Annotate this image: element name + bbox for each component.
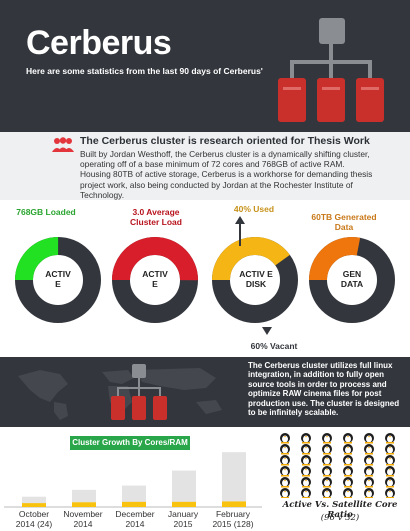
penguin-icon — [385, 488, 395, 498]
page-title: Cerberus — [26, 24, 172, 62]
donut-fill — [212, 237, 298, 323]
bar-total — [122, 485, 146, 507]
donut-center — [333, 261, 371, 299]
penguin-icon — [322, 477, 332, 488]
bar-total — [172, 470, 196, 507]
arrow-down-icon — [262, 327, 272, 335]
penguin-icon — [385, 433, 395, 444]
world-map-icon — [18, 368, 222, 420]
penguin-icon — [385, 455, 395, 466]
x-tick-label: January 2015 — [167, 509, 199, 529]
penguin-icon — [364, 477, 374, 488]
penguin-icon — [343, 466, 353, 477]
penguin-icon — [385, 466, 395, 477]
chart-title: Cluster Growth By Cores/RAM — [70, 436, 190, 450]
penguin-icon — [280, 433, 290, 444]
donut-fill — [112, 237, 198, 323]
arrow-up-icon — [235, 216, 245, 246]
x-tick-label: December 2014 — [115, 509, 155, 529]
mid-text: The Cerberus cluster utilizes full linux… — [248, 361, 400, 418]
donut-data — [309, 237, 395, 323]
cluster-tree-small-icon — [111, 364, 167, 420]
intro-heading: The Cerberus cluster is research oriente… — [80, 135, 370, 147]
donut-load-center: ACTIV E — [142, 269, 168, 289]
penguin-icon — [301, 488, 311, 498]
stat-label-used: 40% Used — [233, 204, 275, 214]
donut-center — [136, 261, 174, 299]
donut-fill — [309, 237, 395, 323]
penguin-icon — [280, 466, 290, 477]
donut-disk — [212, 237, 298, 323]
penguin-icon — [301, 444, 311, 455]
page-subtitle: Here are some statistics from the last 9… — [26, 66, 263, 76]
penguin-icon — [322, 466, 332, 477]
penguin-icon — [364, 488, 374, 498]
donut-center — [39, 261, 77, 299]
penguin-icon — [301, 455, 311, 466]
bar-total — [222, 452, 246, 507]
penguin-icon — [322, 488, 332, 498]
penguin-icon — [301, 433, 311, 444]
penguin-icon — [385, 444, 395, 455]
penguin-icon — [343, 488, 353, 498]
penguin-icon — [385, 477, 395, 488]
intro-body: Built by Jordan Westhoff, the Cerberus c… — [80, 149, 373, 200]
bar-total — [22, 496, 46, 507]
cluster-tree-icon — [278, 18, 384, 122]
penguin-icon — [301, 477, 311, 488]
bar-segment — [72, 502, 96, 507]
penguin-icon — [280, 477, 290, 488]
people-icon — [52, 137, 74, 152]
ratio-subtitle: (96 v 32) — [320, 513, 360, 523]
donut-ram-center: ACTIV E — [45, 269, 71, 289]
donut-load — [112, 237, 198, 323]
stat-label-data: 60TB Generated Data — [311, 212, 377, 232]
penguin-icon — [343, 455, 353, 466]
penguin-icon — [364, 455, 374, 466]
bar-segment — [122, 501, 146, 507]
penguin-icon — [322, 455, 332, 466]
penguin-icon — [322, 433, 332, 444]
penguin-icon — [280, 488, 290, 498]
penguin-icon — [280, 455, 290, 466]
penguin-icon — [364, 433, 374, 444]
donut-fill — [15, 237, 101, 323]
mid-band — [0, 357, 410, 427]
x-tick-label: February 2015 (128) — [212, 509, 254, 529]
x-tick-label: October 2014 (24) — [15, 509, 53, 529]
stat-label-load: 3.0 Average Cluster Load — [130, 207, 182, 227]
penguin-icon — [343, 433, 353, 444]
donut-data-center: GEN DATA — [340, 269, 364, 289]
ratio-title: Active Vs. Satellite Core Ratio — [282, 500, 398, 520]
stat-label-ram: 768GB Loaded — [16, 207, 76, 217]
penguin-icon — [343, 477, 353, 488]
penguin-icon — [322, 444, 332, 455]
x-tick-label: November 2014 — [63, 509, 103, 529]
donut-center — [236, 261, 274, 299]
penguin-icon — [364, 466, 374, 477]
cluster-growth-chart — [4, 452, 262, 508]
penguin-icon — [280, 444, 290, 455]
bar-segment — [22, 503, 46, 507]
bar-segment — [222, 501, 246, 507]
penguin-icon — [364, 444, 374, 455]
penguin-icon — [301, 466, 311, 477]
bar-segment — [172, 501, 196, 507]
donut-ram — [15, 237, 101, 323]
penguin-ratio-grid — [280, 433, 395, 498]
penguin-icon — [343, 444, 353, 455]
donut-disk-center: ACTIV E DISK — [239, 269, 273, 289]
stat-label-vacant: 60% Vacant — [250, 341, 298, 351]
